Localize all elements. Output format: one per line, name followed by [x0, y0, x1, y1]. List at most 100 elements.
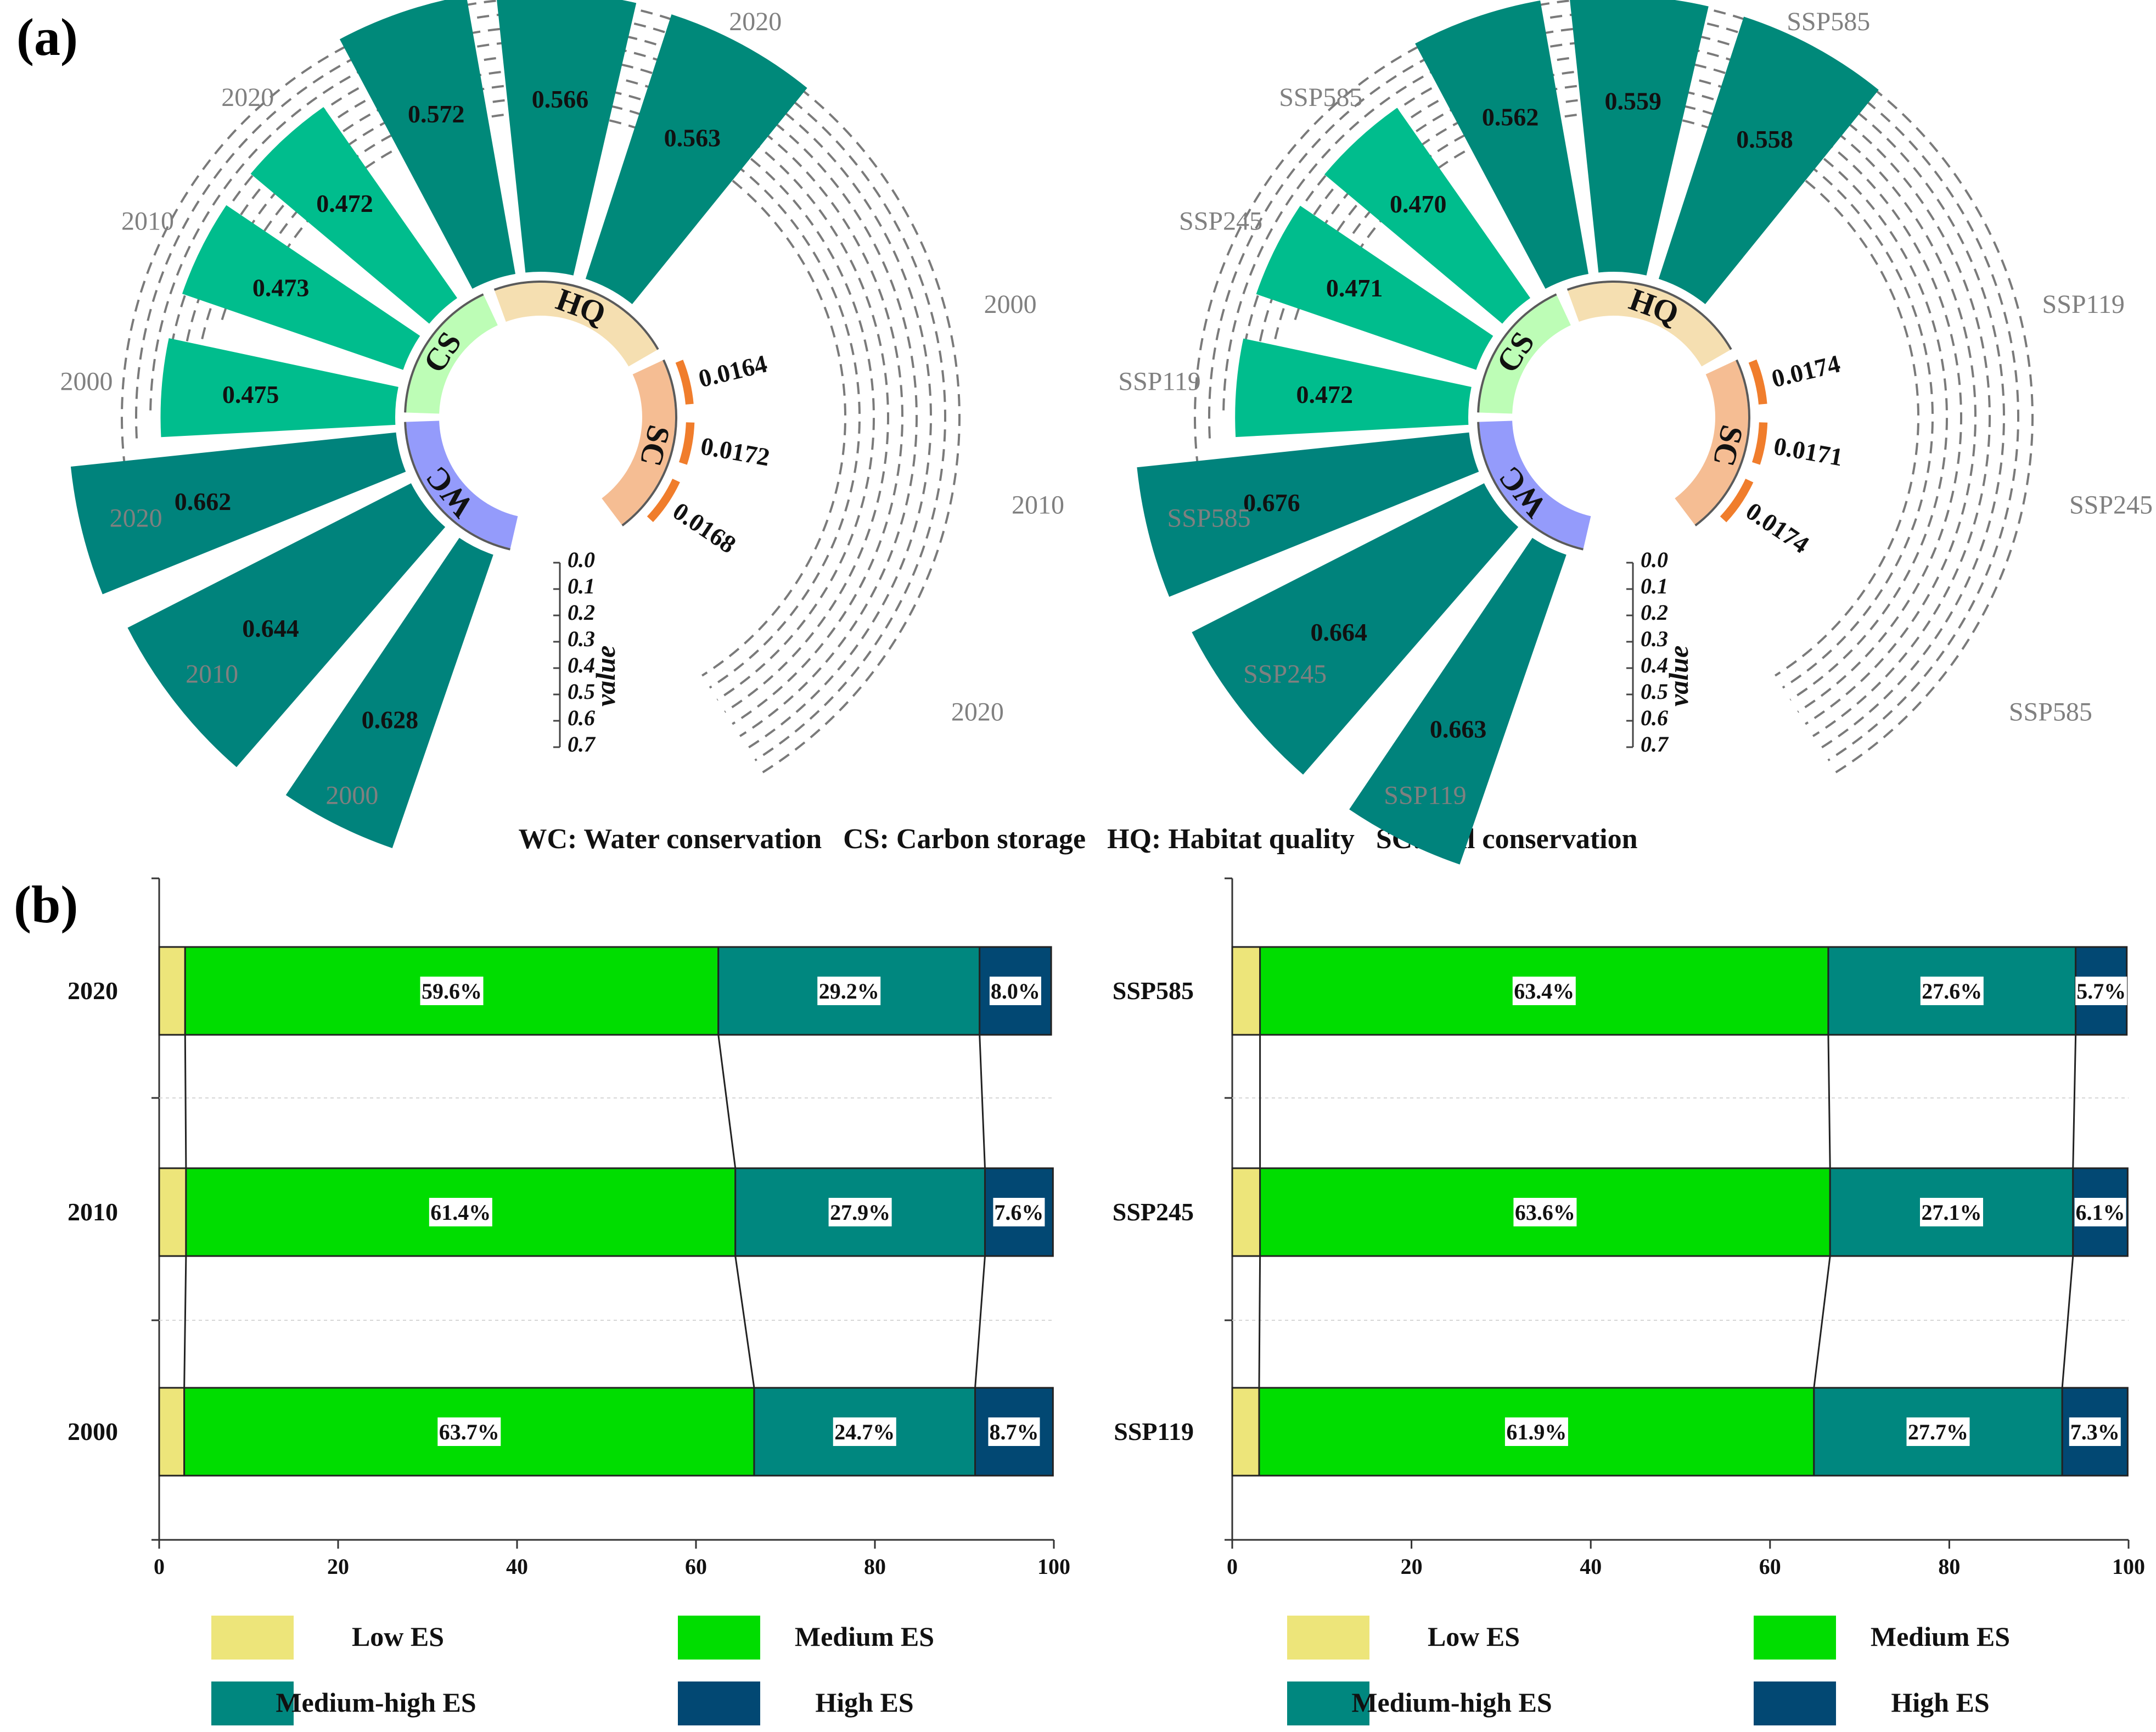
radial-axis-tick-label: 0.6: [1641, 705, 1668, 730]
category-label: SSP585: [1113, 977, 1194, 1005]
connector-line: [183, 1255, 187, 1388]
connector-line: [2061, 1255, 2074, 1388]
bar-value-label: 0.663: [1430, 715, 1487, 743]
bar-value-label: 0.0174: [1769, 349, 1843, 393]
category-ring-cs: [1477, 293, 1557, 413]
percent-label-box: [1919, 1198, 1983, 1226]
category-ring-sc: [1694, 359, 1750, 526]
bar-value-label: 0.558: [1736, 125, 1793, 153]
radial-bar-sc-ssp119: [1748, 359, 1767, 405]
x-axis-tick-label: 60: [1759, 1554, 1781, 1579]
radial-year-label: 2020: [951, 697, 1004, 726]
percent-label-box: [420, 977, 484, 1005]
category-band-wc: [406, 421, 518, 548]
category-ring-hq: [1567, 281, 1732, 350]
percent-label-box: [993, 1198, 1045, 1226]
radial-axis-tick-label: 0.1: [568, 574, 595, 598]
radial-year-label: SSP119: [2042, 290, 2125, 319]
guide-arc: [1337, 111, 1919, 677]
legend-swatch-high-es: [1754, 1681, 1836, 1725]
category-ring-hq: [493, 281, 659, 350]
radial-axis-tick-label: 0.2: [568, 600, 595, 625]
percent-label-box: [833, 1417, 896, 1446]
radial-axis-title: value: [590, 646, 621, 707]
bar-value-label: 0.0171: [1772, 431, 1845, 471]
bar-value-label: 0.644: [242, 614, 299, 642]
radial-axis-tick-label: 0.5: [1641, 679, 1668, 704]
category-label: 2020: [68, 977, 118, 1005]
legend-swatch-low-es: [211, 1616, 294, 1660]
panel-label-b: (b): [14, 875, 78, 934]
category-label: 2000: [68, 1417, 118, 1445]
radial-axis-tick-label: 0.3: [1641, 626, 1668, 651]
radial-axis-tick-label: 0.7: [568, 732, 596, 756]
legend-swatch-medium-high-es: [1287, 1681, 1369, 1725]
bar-segment-medium-high-es: [753, 1387, 976, 1477]
category-ring-wc: [1477, 422, 1584, 551]
percent-label-box: [2069, 1417, 2121, 1446]
connector-line: [717, 1034, 737, 1169]
radial-bar-wc-ssp245: [1192, 483, 1519, 775]
legend-label: Medium-high ES: [1351, 1687, 1552, 1718]
legend-historical: Low ES Medium ES Medium-high ES High ES: [211, 1616, 934, 1725]
percent-label: 24.7%: [834, 1420, 895, 1444]
bar-value-label: 0.559: [1604, 87, 1661, 115]
percent-label-box: [989, 977, 1041, 1005]
category-ring-sc: [621, 359, 677, 526]
radial-chart-scenarios: WC0.663SSP1190.664SSP2450.676SSP585CS0.4…: [1118, 0, 2153, 865]
bar-value-label: 0.0168: [668, 497, 741, 559]
radial-axis-tick-label: 0.1: [1641, 574, 1668, 598]
legend-swatch-high-es: [678, 1681, 760, 1725]
radial-bar-wc-2020: [70, 432, 406, 595]
guide-arc: [149, 25, 932, 749]
radial-axis-tick-label: 0.3: [568, 626, 595, 651]
percent-label: 63.6%: [1515, 1200, 1575, 1225]
radial-year-label: SSP245: [1179, 207, 1262, 236]
connector-line: [1258, 1255, 1261, 1388]
connector-line: [979, 1034, 986, 1169]
category-label-sc: SC: [1706, 422, 1750, 470]
radial-year-label: 2000: [325, 781, 378, 810]
bar-value-label: 0.562: [1482, 103, 1539, 131]
percent-label: 7.3%: [2070, 1420, 2120, 1444]
radial-year-label: 2020: [221, 83, 274, 112]
guide-arc: [1315, 97, 1934, 689]
bar-value-label: 0.628: [362, 705, 419, 733]
radial-year-label: SSP245: [2069, 490, 2153, 519]
percent-label-box: [2075, 977, 2127, 1005]
category-band-wc: [1479, 421, 1591, 548]
radial-bar-cs-2020: [250, 107, 458, 324]
radial-axis-tick-label: 0.5: [568, 679, 595, 704]
radial-year-label: 2020: [729, 7, 782, 36]
radial-axis-tick-label: 0.4: [1641, 653, 1668, 677]
radial-bar-sc-2000: [675, 360, 694, 405]
bar-value-label: 0.471: [1326, 274, 1383, 302]
x-axis-tick-label: 20: [327, 1554, 349, 1579]
radial-bar-hq-2020: [585, 14, 807, 305]
legend-label: High ES: [1891, 1687, 1989, 1718]
legend-label: Medium-high ES: [276, 1687, 476, 1718]
x-axis-tick-label: 60: [685, 1554, 707, 1579]
legend-swatch-low-es: [1287, 1616, 1369, 1660]
radial-year-label: 2000: [366, 0, 419, 1]
percent-label-box: [429, 1198, 492, 1226]
percent-label: 29.2%: [819, 979, 879, 1004]
bar-value-label: 0.472: [316, 189, 373, 217]
legend-label: Low ES: [1428, 1621, 1520, 1652]
legend-label: Low ES: [352, 1621, 444, 1652]
radial-year-label: 2010: [1012, 490, 1064, 519]
percent-label-box: [2074, 1198, 2126, 1226]
bar-segment-low-es: [158, 1387, 186, 1477]
category-band-cs: [406, 295, 498, 414]
percent-label: 59.6%: [422, 979, 482, 1004]
stacked-bar-chart-scenarios: 0 20 40 60 80 100 SSP585 63.4% 27.6% 5.7% SSP245 63…: [1113, 877, 2145, 1579]
radial-year-label: 2000: [60, 367, 113, 396]
bar-value-label: 0.0174: [1741, 497, 1814, 559]
radial-bar-sc-2010: [679, 422, 695, 465]
panel-label-a: (a): [16, 8, 78, 66]
radial-year-label: SSP119: [1384, 781, 1466, 810]
radial-year-label: SSP119: [1118, 367, 1200, 396]
bar-value-label: 0.664: [1310, 618, 1367, 646]
legend-label: Medium ES: [1871, 1621, 2010, 1652]
radial-chart-historical: WC0.62820000.64420100.6622020CS0.4752000…: [60, 0, 1064, 848]
